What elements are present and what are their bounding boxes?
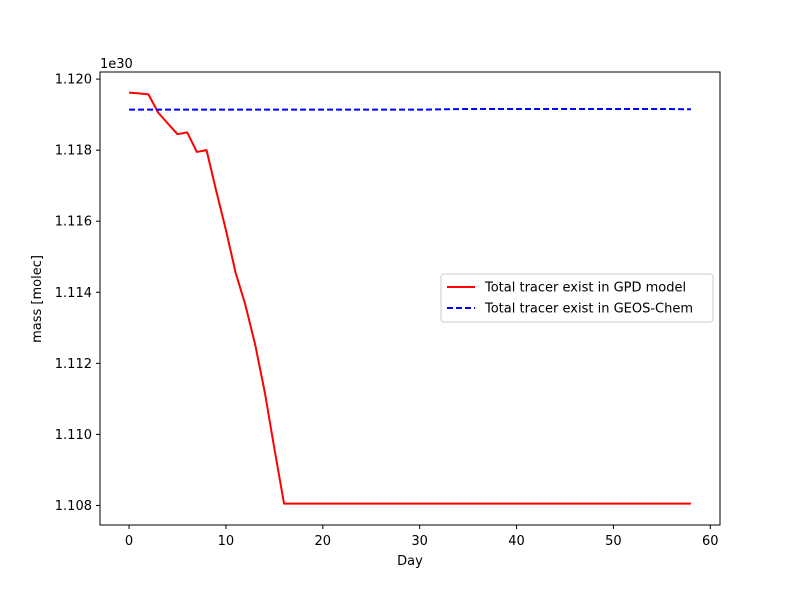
x-tick-label: 0 bbox=[125, 534, 133, 549]
x-tick-label: 40 bbox=[508, 534, 525, 549]
series-layer bbox=[128, 91, 691, 505]
y-axis-label: mass [molec] bbox=[30, 255, 45, 343]
series-line-geos bbox=[129, 107, 691, 111]
y-tick-label: 1.120 bbox=[55, 73, 92, 88]
legend-box bbox=[440, 273, 714, 323]
y-offset-label: 1e30 bbox=[100, 57, 133, 72]
y-tick-label: 1.114 bbox=[55, 286, 92, 301]
series-line-gpd bbox=[128, 91, 691, 505]
x-tick-label: 10 bbox=[218, 534, 235, 549]
x-tick-label: 20 bbox=[315, 534, 332, 549]
y-tick-label: 1.112 bbox=[55, 357, 92, 372]
x-tick-label: 60 bbox=[702, 534, 719, 549]
y-tick-label: 1.110 bbox=[55, 428, 92, 443]
y-tick-label: 1.118 bbox=[55, 144, 92, 159]
x-tick-label: 50 bbox=[605, 534, 622, 549]
x-axis-label: Day bbox=[397, 554, 423, 569]
plot-frame bbox=[99, 71, 721, 526]
legend-label-geos: Total tracer exist in GEOS-Chem bbox=[484, 302, 693, 317]
legend: Total tracer exist in GPD model Total tr… bbox=[440, 273, 714, 323]
x-tick-label: 30 bbox=[411, 534, 428, 549]
axes-layer: 0 10 20 30 40 50 60 1.108 1.110 1.112 1.114 1.116 1.… bbox=[55, 71, 721, 549]
y-tick-label: 1.108 bbox=[55, 499, 92, 514]
legend-label-gpd: Total tracer exist in GPD model bbox=[484, 281, 686, 296]
y-tick-label: 1.116 bbox=[55, 215, 92, 230]
